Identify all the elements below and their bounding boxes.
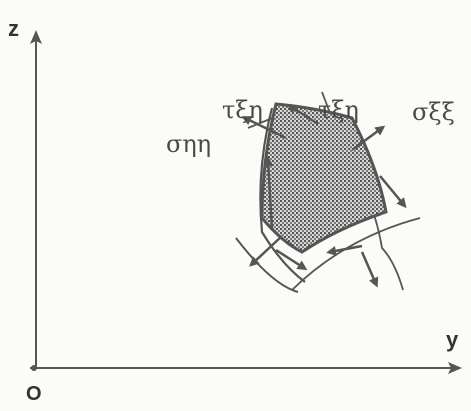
arrow-sigma-eta-bottom [249, 235, 283, 267]
sigma-eta-label: σηη [166, 130, 211, 158]
stress-element [260, 102, 388, 254]
origin-point [31, 365, 37, 371]
tau-label-left: τξη [222, 96, 263, 124]
arrow-tau-bottom-right [326, 244, 363, 256]
arrow-tau-right-edge [379, 175, 407, 209]
eta-line-bottom [291, 217, 421, 291]
arrow-tau-top [286, 103, 319, 126]
sigma-xi-label: σξξ [412, 98, 455, 126]
arrow-tau-bottom-left [275, 248, 308, 271]
origin-label: O [26, 383, 42, 405]
tau-label-right: τξη [318, 96, 359, 124]
arrow-tau-left-edge [263, 156, 274, 231]
arrow-sigma-xi-right [351, 125, 386, 152]
z-axis-label: z [8, 16, 19, 41]
arrow-sigma-eta-top [241, 116, 287, 140]
xi-line-left [259, 107, 306, 283]
eta-line-left [235, 237, 299, 293]
y-axis-label: y [446, 327, 459, 352]
arrow-sigma-xi-bottom [360, 251, 379, 288]
